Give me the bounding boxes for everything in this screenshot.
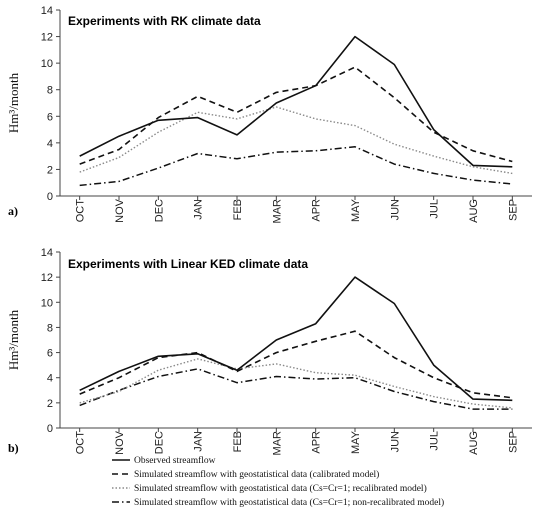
series-line-observed	[79, 35, 513, 168]
y-axis-label: Hm³/month	[6, 72, 21, 133]
x-tick-label: OCT	[75, 199, 87, 223]
x-tick-label: DEC	[153, 431, 165, 454]
y-tick-label: 8	[47, 85, 53, 97]
y-tick-label: 10	[41, 297, 53, 309]
legend-label-calibrated: Simulated streamflow with geostatistical…	[134, 469, 379, 480]
y-tick-label: 12	[41, 272, 53, 284]
x-tick-label: APR	[311, 199, 323, 222]
y-axis-label: Hm³/month	[6, 309, 21, 370]
x-tick-label: APR	[311, 431, 323, 454]
y-tick-label: 6	[47, 111, 53, 123]
x-tick-label: AUG	[468, 431, 480, 455]
y-tick-label: 14	[41, 5, 53, 17]
x-tick-label: OCT	[75, 431, 87, 455]
x-tick-label: JAN	[193, 199, 205, 220]
series-line-recalibrated	[79, 106, 513, 175]
panel-label: a)	[8, 204, 18, 218]
x-tick-label: JUL	[429, 431, 441, 451]
legend-label-recalibrated: Simulated streamflow with geostatistical…	[134, 483, 427, 494]
x-tick-label: JUN	[389, 431, 401, 452]
x-tick-label: SEP	[507, 431, 519, 453]
x-tick-label: MAY	[350, 430, 362, 454]
y-tick-label: 2	[47, 164, 53, 176]
x-tick-label: JUN	[389, 199, 401, 220]
series-line-calibrated	[79, 330, 513, 399]
y-tick-label: 10	[41, 58, 53, 70]
legend-label-nonrecalibrated: Simulated streamflow with geostatistical…	[134, 497, 444, 508]
series-line-nonrecalibrated	[79, 146, 513, 187]
x-tick-label: MAR	[271, 199, 283, 224]
legend-label-observed: Observed streamflow	[134, 455, 216, 466]
x-tick-label: MAR	[271, 431, 283, 456]
y-tick-label: 14	[41, 247, 53, 259]
y-tick-label: 4	[47, 373, 53, 385]
series-line-calibrated	[79, 66, 513, 165]
x-tick-label: MAY	[350, 198, 362, 222]
x-tick-label: JAN	[193, 431, 205, 452]
x-tick-label: NOV	[114, 430, 126, 455]
panel-title: Experiments with Linear KED climate data	[68, 257, 308, 271]
series-line-recalibrated	[79, 358, 513, 409]
x-tick-label: JUL	[429, 199, 441, 219]
panel-title: Experiments with RK climate data	[68, 14, 261, 28]
x-tick-label: NOV	[114, 198, 126, 223]
y-tick-label: 0	[47, 191, 53, 203]
x-tick-label: SEP	[507, 199, 519, 221]
y-tick-label: 4	[47, 138, 53, 150]
panel-label: b)	[8, 441, 19, 455]
x-tick-label: FEB	[232, 199, 244, 220]
series-line-observed	[79, 276, 513, 402]
x-tick-label: AUG	[468, 199, 480, 223]
y-tick-label: 6	[47, 348, 53, 360]
x-tick-label: FEB	[232, 431, 244, 452]
y-tick-label: 2	[47, 398, 53, 410]
y-tick-label: 8	[47, 322, 53, 334]
series-line-nonrecalibrated	[79, 368, 513, 410]
x-tick-label: DEC	[153, 199, 165, 222]
y-tick-label: 0	[47, 423, 53, 435]
y-tick-label: 12	[41, 32, 53, 44]
